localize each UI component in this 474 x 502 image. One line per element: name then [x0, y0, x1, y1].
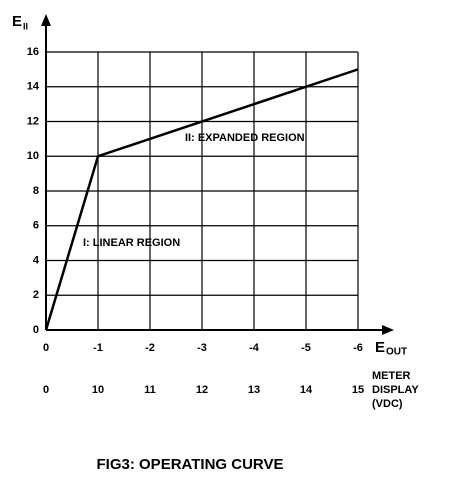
- x-tick-label: -4: [249, 342, 260, 354]
- x2-tick-label: 13: [248, 384, 260, 396]
- x-tick-label: -3: [197, 342, 207, 354]
- y-tick-label: 16: [27, 46, 39, 58]
- x-tick-label: -2: [145, 342, 155, 354]
- y-axis-label: E: [12, 13, 22, 30]
- x2-tick-label: 0: [43, 384, 49, 396]
- x-tick-label: 0: [43, 342, 49, 354]
- x-tick-label: -5: [301, 342, 311, 354]
- annotation: II: EXPANDED REGION: [185, 132, 305, 144]
- x2-tick-label: 14: [300, 384, 313, 396]
- line: [44, 68, 359, 331]
- y-tick-label: 0: [33, 324, 39, 336]
- y-tick-label: 14: [27, 81, 40, 93]
- y-tick-label: 12: [27, 115, 39, 127]
- y-tick-label: 6: [33, 220, 39, 232]
- x2-axis-label: METER: [372, 370, 411, 382]
- y-axis-label-sub: II: [23, 21, 28, 31]
- y-axis-arrow: [41, 14, 51, 26]
- x-axis-label-sub: OUT: [386, 347, 407, 358]
- x-tick-label: -6: [353, 342, 363, 354]
- y-tick-label: 10: [27, 150, 39, 162]
- x2-tick-label: 10: [92, 384, 104, 396]
- x2-tick-label: 12: [196, 384, 208, 396]
- chart-title: FIG3: OPERATING CURVE: [97, 456, 284, 473]
- y-tick-label: 8: [33, 185, 39, 197]
- x2-tick-label: 11: [144, 384, 156, 396]
- x-axis-arrow: [382, 325, 394, 335]
- x2-axis-label: DISPLAY: [372, 384, 419, 396]
- x2-axis-label: (VDC): [372, 398, 403, 410]
- y-tick-label: 4: [33, 254, 40, 266]
- x2-tick-label: 15: [352, 384, 364, 396]
- y-tick-label: 2: [33, 289, 39, 301]
- x-axis-label: E: [375, 339, 385, 356]
- annotation: I: LINEAR REGION: [83, 237, 180, 249]
- x-tick-label: -1: [93, 342, 103, 354]
